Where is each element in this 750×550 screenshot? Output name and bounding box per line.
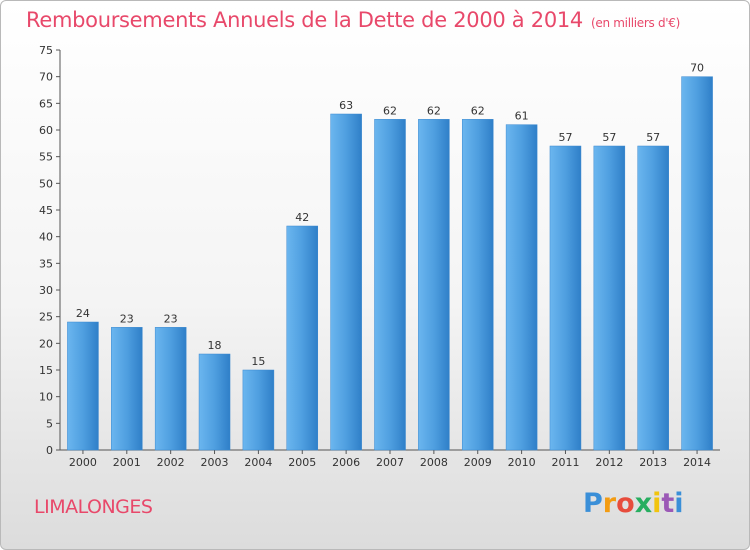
bar: [242, 369, 275, 451]
x-tick-label: 2007: [376, 456, 404, 469]
bar: [593, 145, 626, 451]
bar: [374, 119, 406, 451]
chart-subtitle: (en milliers d'€): [591, 16, 681, 30]
x-tick-label: 2008: [420, 456, 448, 469]
bar: [461, 119, 494, 451]
x-tick-label: 2003: [201, 456, 229, 469]
y-tick-label: 0: [46, 444, 53, 457]
data-label: 15: [251, 355, 265, 368]
x-tick-label: 2001: [113, 456, 141, 469]
chart-bars: [67, 76, 713, 451]
y-tick-label: 10: [39, 391, 53, 404]
chart-title-text: Remboursements Annuels de la Dette de 20…: [26, 8, 583, 32]
data-label: 63: [339, 99, 353, 112]
data-label: 57: [602, 131, 616, 144]
x-tick-label: 2013: [639, 456, 667, 469]
x-tick-label: 2010: [508, 456, 536, 469]
data-label: 18: [208, 339, 222, 352]
bar: [286, 225, 319, 451]
y-tick-label: 25: [39, 311, 53, 324]
data-label: 24: [76, 307, 90, 320]
bar: [67, 321, 99, 451]
bar: [198, 353, 231, 451]
data-label: 62: [471, 104, 485, 117]
data-label: 57: [646, 131, 660, 144]
y-tick-label: 50: [39, 177, 53, 190]
bar: [111, 327, 143, 451]
data-label: 57: [558, 131, 572, 144]
bar: [549, 145, 582, 451]
y-tick-label: 30: [39, 284, 53, 297]
data-label: 70: [690, 62, 704, 75]
chart-title: Remboursements Annuels de la Dette de 20…: [26, 8, 680, 32]
data-label: 23: [120, 312, 134, 325]
proxiti-logo: Proxiti: [583, 488, 684, 519]
data-label: 23: [164, 312, 178, 325]
x-tick-label: 2005: [288, 456, 316, 469]
y-tick-label: 55: [39, 151, 53, 164]
bar: [681, 76, 713, 451]
y-tick-label: 15: [39, 364, 53, 377]
y-tick-label: 45: [39, 204, 53, 217]
chart-labels: 24 23 23 18 15 42 63 62 62 62 61 57 57 57 70: [76, 62, 704, 368]
bar: [418, 119, 450, 451]
y-tick-label: 60: [39, 124, 53, 137]
x-tick-label: 2014: [683, 456, 711, 469]
commune-name: LIMALONGES: [34, 496, 153, 518]
data-label: 62: [427, 104, 441, 117]
y-tick-label: 40: [39, 231, 53, 244]
data-label: 62: [383, 104, 397, 117]
y-tick-label: 35: [39, 257, 53, 270]
y-tick-label: 70: [39, 71, 53, 84]
bar: [505, 124, 538, 451]
y-tick-label: 65: [39, 97, 53, 110]
y-tick-label: 5: [46, 417, 53, 430]
y-tick-label: 75: [39, 44, 53, 57]
x-tick-label: 2012: [595, 456, 623, 469]
x-tick-label: 2004: [244, 456, 272, 469]
bar: [154, 327, 187, 451]
x-tick-label: 2002: [157, 456, 185, 469]
x-tick-label: 2011: [551, 456, 579, 469]
y-tick-label: 20: [39, 337, 53, 350]
bar: [330, 113, 362, 451]
data-label: 61: [515, 110, 529, 123]
x-tick-label: 2000: [69, 456, 97, 469]
x-tick-label: 2006: [332, 456, 360, 469]
data-label: 42: [295, 211, 309, 224]
bar: [637, 145, 669, 451]
x-tick-label: 2009: [464, 456, 492, 469]
